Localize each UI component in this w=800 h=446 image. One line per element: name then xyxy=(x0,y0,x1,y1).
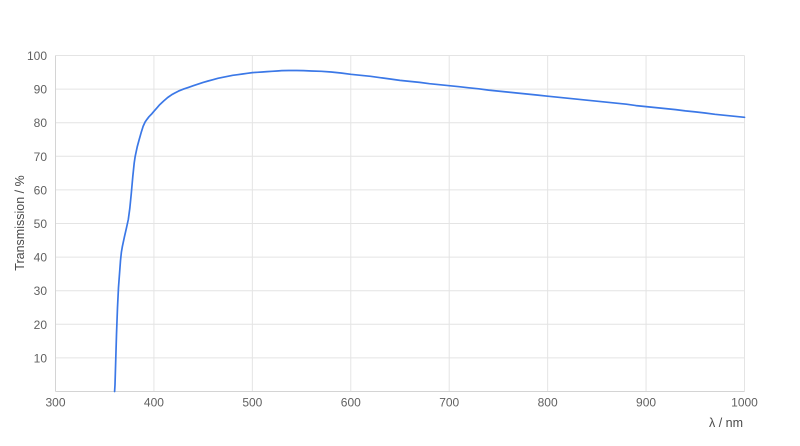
transmission-curve xyxy=(113,69,746,393)
y-tick-label: 60 xyxy=(34,183,48,197)
y-tick-label: 10 xyxy=(34,351,48,365)
x-tick-label: 500 xyxy=(242,396,262,410)
y-tick-label: 30 xyxy=(34,284,48,298)
y-tick-label: 20 xyxy=(34,318,48,332)
y-tick-label: 70 xyxy=(34,150,48,164)
x-tick-label: 900 xyxy=(636,396,656,410)
x-axis-title: λ / nm xyxy=(709,416,743,430)
y-tick-label: 80 xyxy=(34,116,48,130)
x-tick-label: 800 xyxy=(538,396,558,410)
x-tick-label: 300 xyxy=(45,396,65,410)
x-tick-label: 600 xyxy=(341,396,361,410)
x-tick-label: 700 xyxy=(439,396,459,410)
y-tick-label: 40 xyxy=(34,251,48,265)
y-axis-title: Transmission / % xyxy=(13,175,27,270)
y-tick-label: 90 xyxy=(34,83,48,97)
x-tick-label: 1000 xyxy=(731,396,758,410)
x-tick-label: 400 xyxy=(144,396,164,410)
y-tick-label: 50 xyxy=(34,217,48,231)
y-tick-label: 100 xyxy=(27,49,47,63)
